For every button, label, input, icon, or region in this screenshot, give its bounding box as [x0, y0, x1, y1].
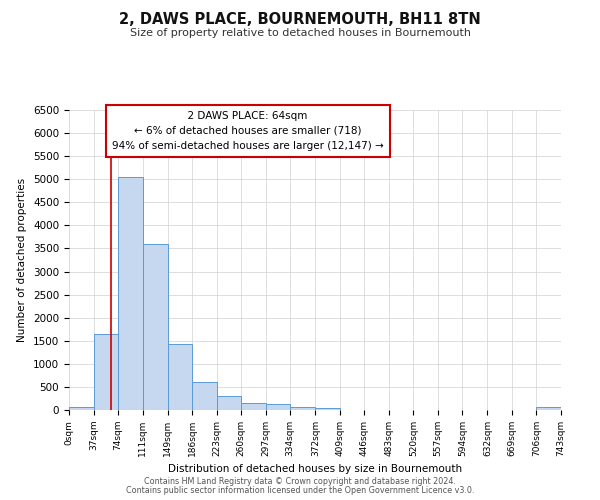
Bar [192, 382, 217, 410]
Text: 2, DAWS PLACE, BOURNEMOUTH, BH11 8TN: 2, DAWS PLACE, BOURNEMOUTH, BH11 8TN [119, 12, 481, 28]
Bar [94, 334, 118, 410]
Bar [69, 406, 94, 410]
Bar [167, 344, 192, 410]
Bar [536, 407, 561, 410]
Bar [241, 404, 266, 410]
Bar [290, 407, 316, 410]
X-axis label: Distribution of detached houses by size in Bournemouth: Distribution of detached houses by size … [168, 464, 462, 474]
Bar [143, 244, 167, 410]
Bar [316, 408, 340, 410]
Text: 2 DAWS PLACE: 64sqm  
← 6% of detached houses are smaller (718)
94% of semi-deta: 2 DAWS PLACE: 64sqm ← 6% of detached hou… [112, 111, 383, 150]
Bar [118, 177, 143, 410]
Bar [217, 396, 241, 410]
Y-axis label: Number of detached properties: Number of detached properties [17, 178, 28, 342]
Text: Contains public sector information licensed under the Open Government Licence v3: Contains public sector information licen… [126, 486, 474, 495]
Text: Contains HM Land Registry data © Crown copyright and database right 2024.: Contains HM Land Registry data © Crown c… [144, 477, 456, 486]
Bar [266, 404, 290, 410]
Text: Size of property relative to detached houses in Bournemouth: Size of property relative to detached ho… [130, 28, 470, 38]
